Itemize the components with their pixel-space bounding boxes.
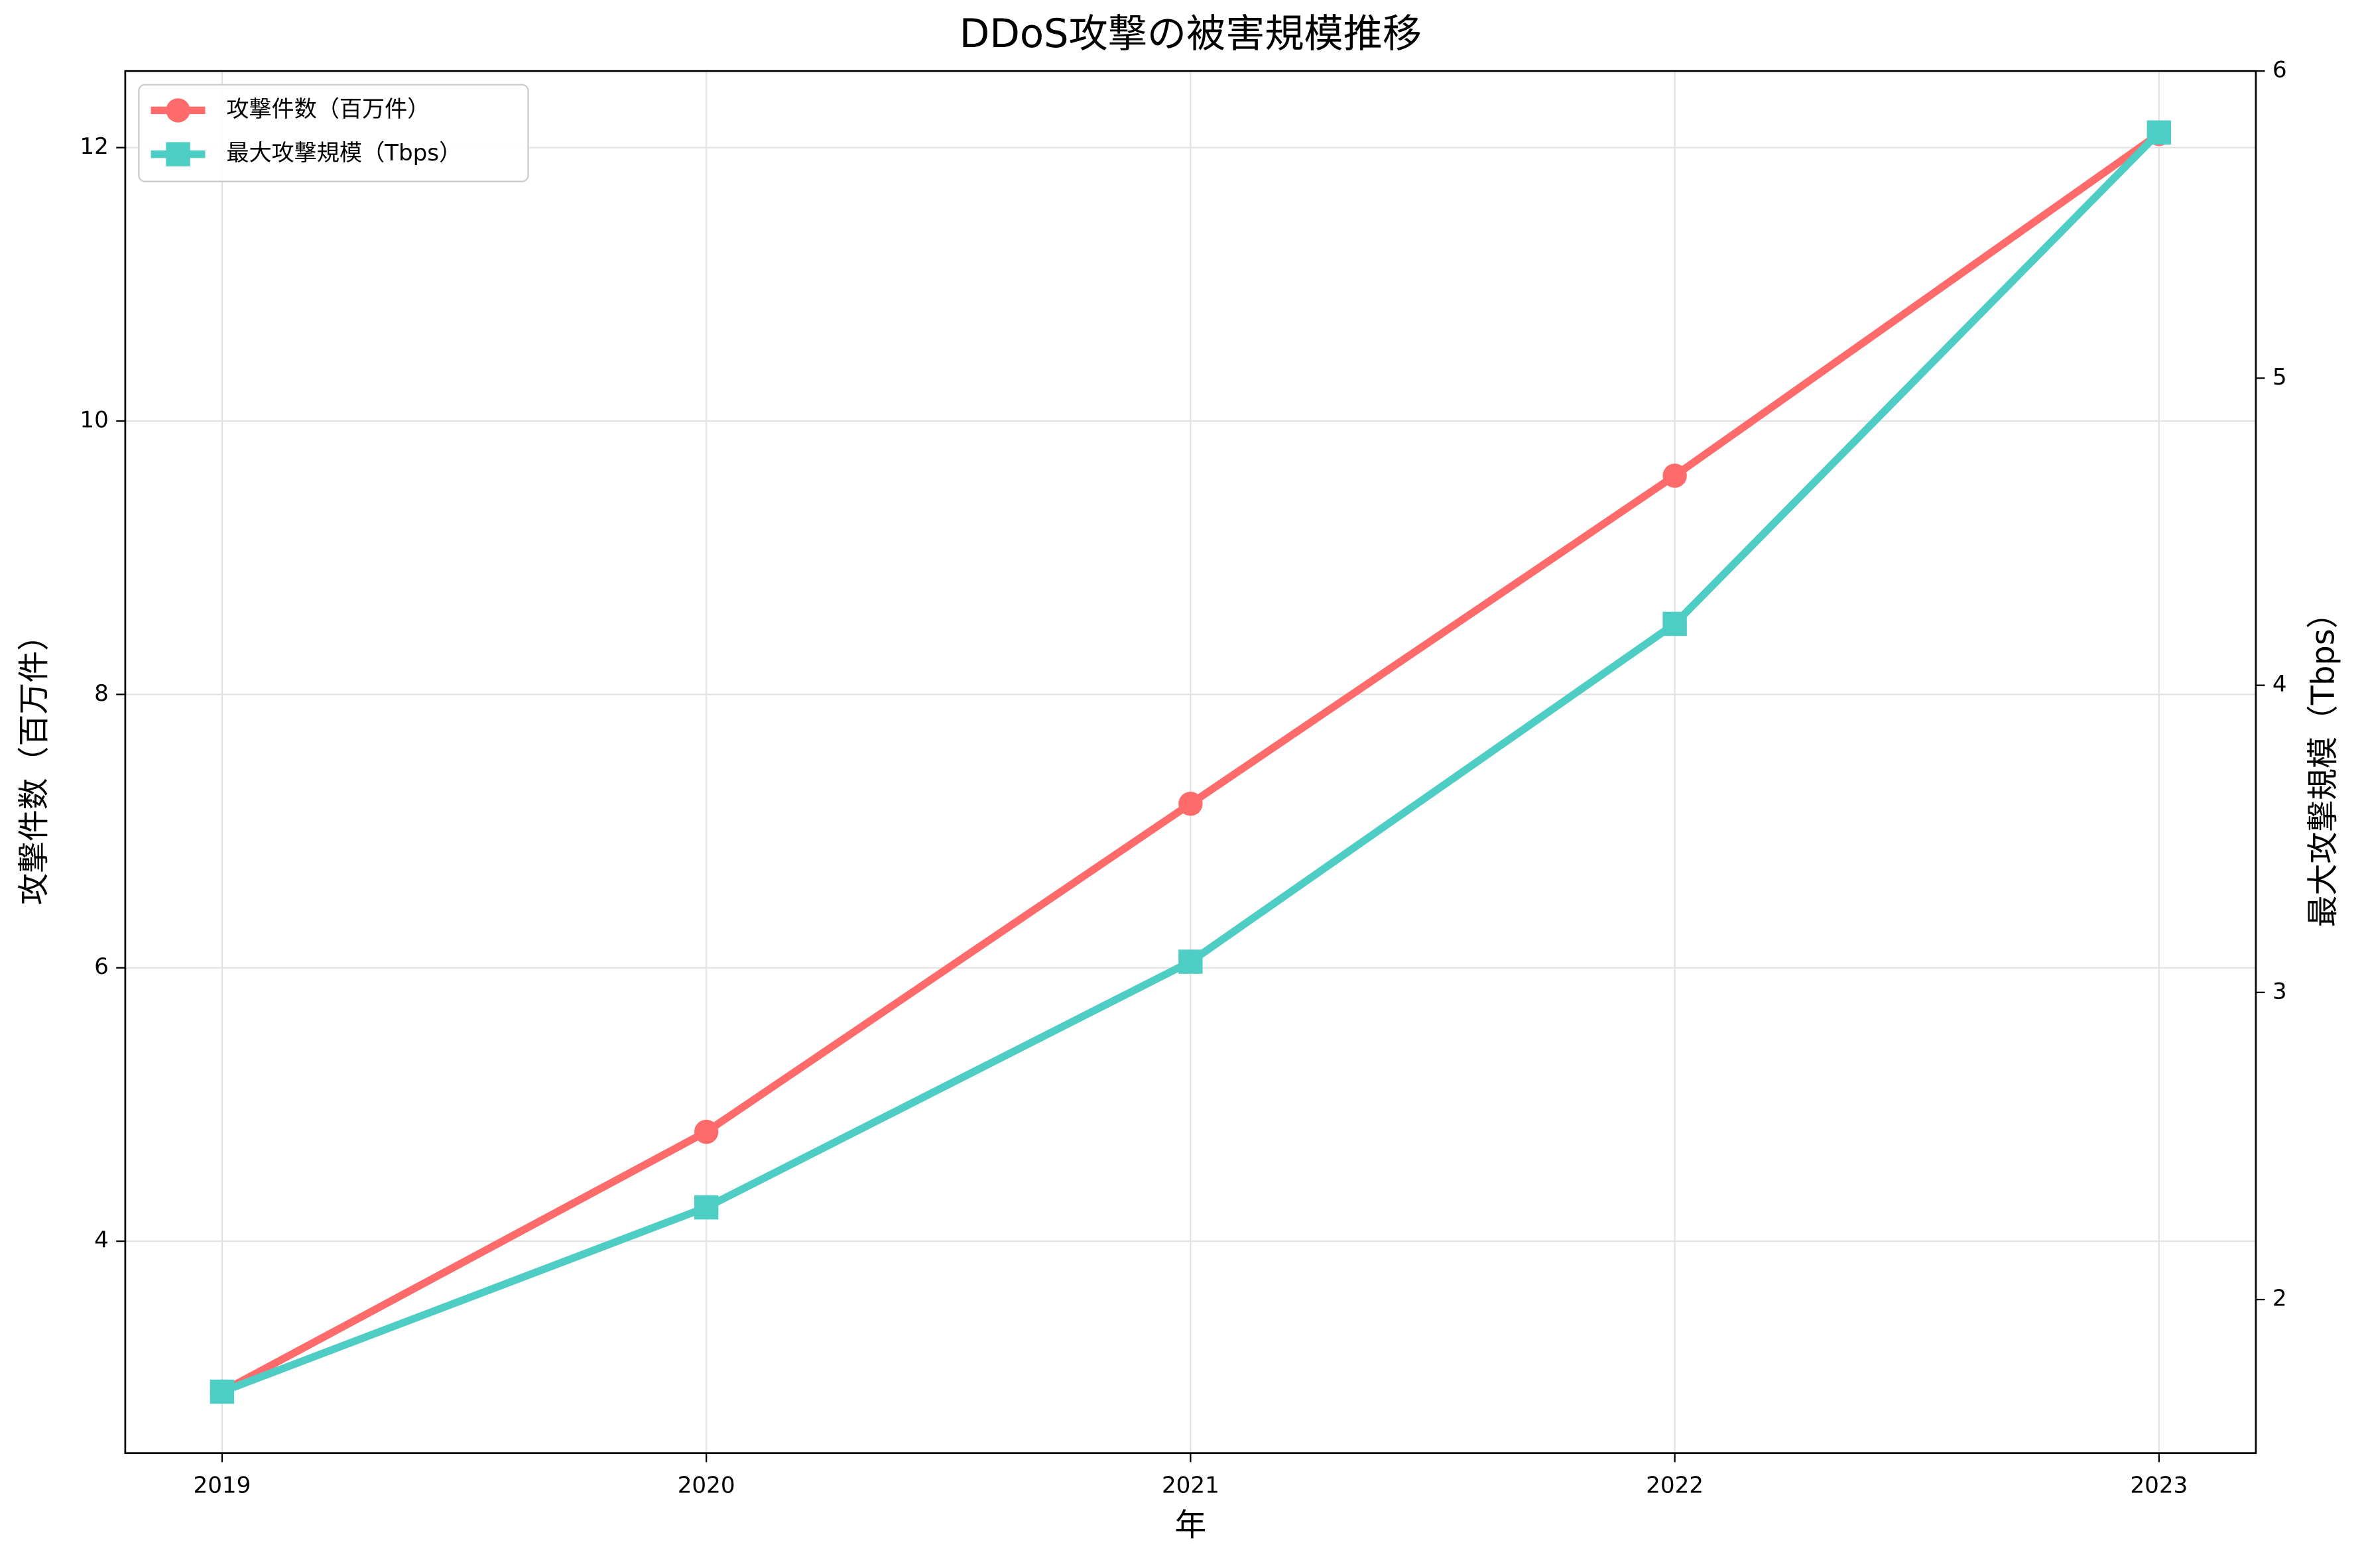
y2-axis-label: 最大攻撃規模（Tbps） (2306, 597, 2342, 927)
legend-box (138, 84, 529, 182)
x-tick-label: 2020 (678, 1472, 735, 1498)
y2-tick-label: 5 (2273, 364, 2287, 391)
legend-marker (166, 98, 190, 123)
y-tick-label: 12 (80, 133, 108, 160)
legend-label: 攻撃件数（百万件） (226, 96, 430, 123)
x-tick-label: 2021 (1162, 1472, 1219, 1498)
plot-frame (124, 70, 2257, 1455)
chart-title: DDoS攻撃の被害規模推移 (960, 11, 1422, 56)
marker (694, 1119, 719, 1144)
x-tick-label: 2022 (1646, 1472, 1704, 1498)
x-axis-label: 年 (1174, 1507, 1206, 1543)
marker (1662, 611, 1687, 636)
legend: 攻撃件数（百万件） 最大攻撃規模（Tbps） (138, 84, 529, 182)
marker (1178, 949, 1203, 974)
x-tick-label: 2019 (193, 1472, 251, 1498)
marker (1178, 792, 1203, 816)
legend-label: 最大攻撃規模（Tbps） (226, 140, 462, 166)
y-tick-label: 6 (94, 953, 109, 980)
y2-tick-label: 2 (2273, 1286, 2287, 1312)
marker (1662, 463, 1687, 488)
marker (2147, 120, 2172, 145)
y2-tick-label: 3 (2273, 978, 2287, 1004)
legend-marker (166, 142, 190, 166)
x-tick-label: 2023 (2130, 1472, 2188, 1498)
y-tick-label: 4 (94, 1227, 109, 1254)
y-axis-label: 攻撃件数（百万件） (17, 619, 53, 905)
y-tick-label: 8 (94, 680, 109, 707)
marker (210, 1379, 235, 1404)
y2-tick-label: 4 (2273, 671, 2287, 697)
y2-tick-label: 6 (2273, 57, 2287, 84)
y-tick-label: 10 (80, 406, 108, 433)
marker (694, 1195, 719, 1220)
